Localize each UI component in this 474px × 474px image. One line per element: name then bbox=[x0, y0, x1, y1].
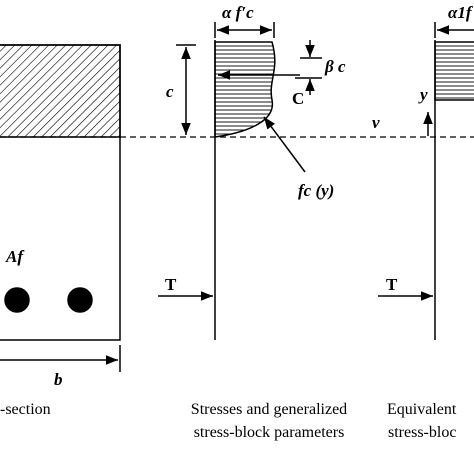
label: C bbox=[292, 89, 304, 108]
label: c bbox=[166, 82, 174, 101]
label: fc (y) bbox=[298, 181, 334, 200]
stress-distribution bbox=[158, 22, 322, 340]
label: Af bbox=[5, 247, 25, 266]
label: T bbox=[386, 275, 398, 294]
label: b bbox=[54, 370, 63, 389]
caption: Equivalent bbox=[387, 401, 457, 418]
label: α f′c bbox=[222, 3, 254, 22]
label: ν bbox=[372, 113, 380, 132]
equivalent-block bbox=[378, 22, 474, 340]
caption: Stresses and generalized bbox=[191, 401, 347, 418]
label: T bbox=[165, 275, 177, 294]
caption: -section bbox=[0, 401, 51, 418]
label: β c bbox=[324, 57, 346, 76]
caption: stress-bloc bbox=[388, 424, 456, 441]
cross-section bbox=[0, 44, 121, 372]
caption: stress-block parameters bbox=[194, 424, 345, 441]
label: α1f bbox=[448, 3, 474, 22]
label: y bbox=[418, 85, 428, 104]
